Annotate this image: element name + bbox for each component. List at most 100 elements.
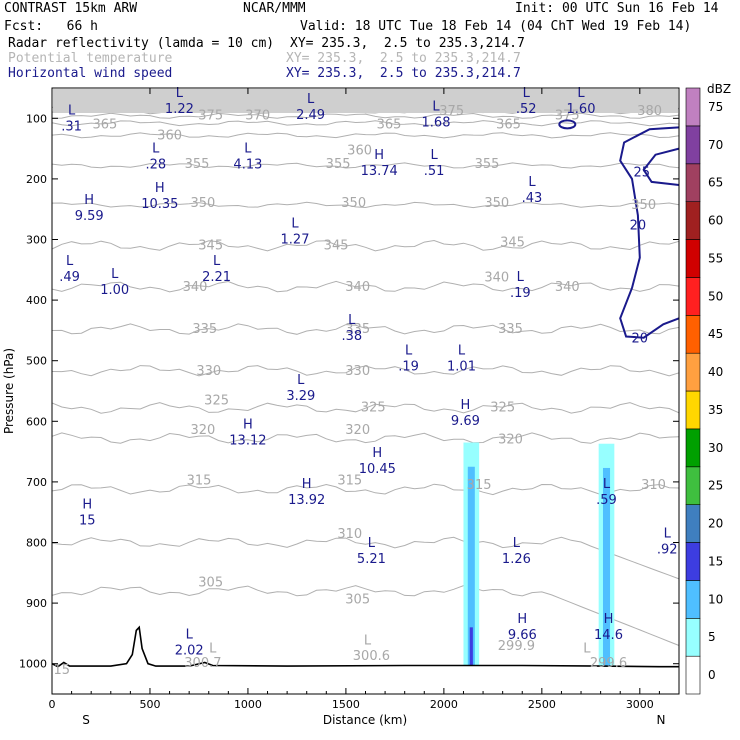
wind-extremum-value-15: .49 [59,270,80,285]
x-axis-label: Distance (km) [323,713,407,727]
theta-line-345 [51,239,680,252]
colorbar-label-10: 50 [708,289,723,303]
reflectivity-core-1-max [469,627,473,666]
wind-extremum-value-10: .43 [522,191,543,206]
wind-extremum-value-11: 9.59 [75,209,104,224]
x-tick-label-5: 2500 [528,698,556,711]
wind-contour-label-1: 20 [630,218,647,233]
x-tick-label-3: 1500 [332,698,360,711]
theta-label-22: 340 [484,271,509,286]
theta-label-20: 340 [183,280,208,295]
colorbar-swatch-12 [685,201,701,240]
wind-extremum-type-18: L [348,313,356,328]
theta-label-49: 15 [54,663,71,678]
theta-label-17: 345 [198,239,223,254]
field-reflectivity-name: Radar reflectivity (lamda = 10 cm) [8,36,275,51]
wind-contour-label-0: 25 [634,166,651,181]
theta-label-21: 340 [345,280,370,295]
colorbar-swatch-15 [685,87,701,127]
axes: 0 500 1000 1500 2000 2500 3000 100 200 300 400 500 6… [19,88,679,711]
field-reflectivity-xy: XY= 235.3, 2.5 to 235.3,214.7 [290,36,525,51]
theta-label-11: 355 [326,157,351,172]
theta-line-370 [51,112,680,119]
theta-label-2: 370 [245,108,270,123]
theta-line-325 [51,402,680,414]
theta-label-35: 315 [187,474,212,489]
theta-label-39: 310 [337,527,362,542]
field-theta-xy: XY= 235.3, 2.5 to 235.3,214.7 [286,51,521,66]
wind-extremum-value-13: 1.27 [281,232,310,247]
y-tick-label-6: 700 [26,476,47,489]
theta-label-37: 315 [467,478,492,493]
wind-extremum-type-25: H [302,477,312,492]
wind-extremum-value-21: 3.29 [286,389,315,404]
forecast-hour: Fcst: 66 h [4,19,98,34]
wind-extremum-value-32: 14.6 [594,628,623,643]
y-tick-label-3: 400 [26,294,47,307]
theta-label-15: 350 [484,196,509,211]
colorbar-label-6: 30 [708,441,723,455]
colorbar-swatch-11 [685,239,701,278]
colorbar-swatch-13 [685,163,701,203]
colorbar-swatch-5 [685,466,701,505]
theta-label-9: 360 [347,143,372,158]
colorbar-label-8: 40 [708,365,723,379]
wind-extremum-value-28: .92 [657,543,678,558]
theta-label-24: 335 [192,322,217,337]
y-tick-label-1: 200 [26,173,47,186]
wind-extremum-value-16: 1.00 [100,283,129,298]
wind-extremum-type-14: L [213,254,221,269]
valid-time: Valid: 18 UTC Tue 18 Feb 14 (04 ChT Wed … [300,19,692,34]
wind-extremum-type-33: L [186,628,194,643]
wind-extremum-value-5: 1.60 [567,102,596,117]
field-wind-xy: XY= 235.3, 2.5 to 235.3,214.7 [286,66,521,81]
colorbar-swatch-2 [685,580,701,619]
wind-extremum-value-6: .28 [145,158,166,173]
colorbar-label-1: 5 [708,630,716,644]
colorbar-label-3: 15 [708,554,723,568]
colorbar-swatch-0 [685,655,701,695]
theta-label-34: 320 [498,433,523,448]
wind-extremum-type-7: L [244,142,252,157]
theta-label-27: 330 [196,364,221,379]
theta-label-3: 365 [377,117,402,132]
theta-label-32: 320 [190,423,215,438]
y-tick-label-8: 900 [26,597,47,610]
wind-extremum-value-4: .52 [516,102,537,117]
theta-label-47: L [209,642,217,657]
wind-extremum-type-29: L [368,536,376,551]
theta-label-16: 350 [631,198,656,213]
wind-extremum-type-1: L [176,86,184,101]
wind-extremum-type-11: H [84,193,94,208]
colorbar-label-13: 65 [708,176,723,190]
colorbar-swatch-9 [685,314,701,354]
wind-extremum-value-29: 5.21 [357,552,386,567]
colorbar-label-15: 75 [708,100,723,114]
theta-line-365 [51,120,680,127]
wind-extremum-value-30: 1.26 [502,552,531,567]
theta-label-36: 315 [337,474,362,489]
x-tick-label-2: 1000 [234,698,262,711]
wind-contour-label-2: 20 [632,332,649,347]
theta-label-42: 300.6 [353,649,390,664]
wind-extremum-type-27: H [82,497,92,512]
y-tick-label-9: 1000 [19,658,47,671]
wind-extremum-value-20: 1.01 [447,360,476,375]
theta-label-44: 299.9 [498,639,535,654]
center-label: NCAR/MMM [243,1,306,16]
wind-extremum-type-17: L [517,270,525,285]
wind-extremum-type-6: L [152,142,160,157]
colorbar-swatch-3 [685,542,701,581]
theta-label-23: 340 [555,280,580,295]
theta-label-18: 345 [324,239,349,254]
theta-label-0: 365 [92,117,117,132]
theta-label-5: 365 [496,117,521,132]
theta-label-40: 305 [198,576,223,591]
wind-extremum-value-1: 1.22 [165,102,194,117]
theta-contours [51,89,680,646]
theta-line-360 [51,132,680,139]
colorbar-swatch-4 [685,504,701,543]
x-end-right: N [657,713,666,727]
wind-extremum-type-24: H [372,446,382,461]
